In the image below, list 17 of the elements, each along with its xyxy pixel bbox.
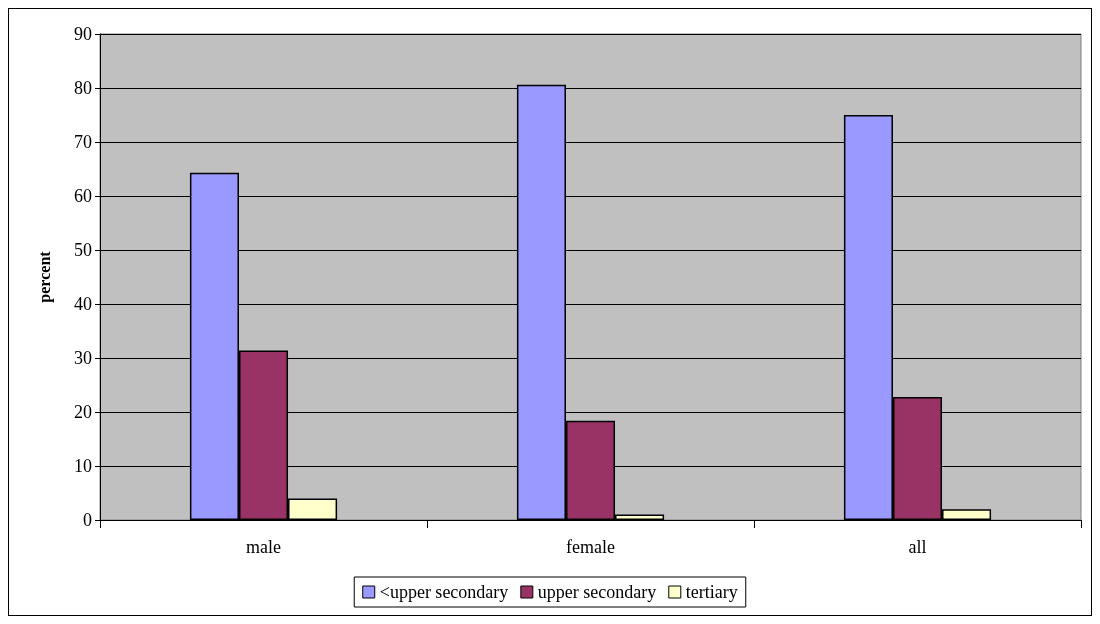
y-tick-label: 70: [74, 132, 92, 152]
legend-label: upper secondary: [537, 582, 657, 602]
y-tick-label: 80: [74, 78, 92, 98]
x-tick-label: female: [566, 537, 615, 557]
legend-label: <upper secondary: [379, 582, 509, 602]
y-tick-label: 20: [74, 402, 92, 422]
legend-label: tertiary: [685, 582, 738, 602]
y-tick-label: 40: [74, 294, 92, 314]
y-tick-label: 90: [74, 24, 92, 44]
x-tick-label: male: [246, 537, 281, 557]
x-tick-label: all: [908, 537, 927, 557]
y-axis-title: percent: [35, 250, 54, 303]
y-tick-label: 50: [74, 240, 92, 260]
y-tick-label: 10: [74, 456, 92, 476]
y-tick-label: 60: [74, 186, 92, 206]
y-tick-label: 0: [83, 510, 92, 530]
y-tick-label: 30: [74, 348, 92, 368]
